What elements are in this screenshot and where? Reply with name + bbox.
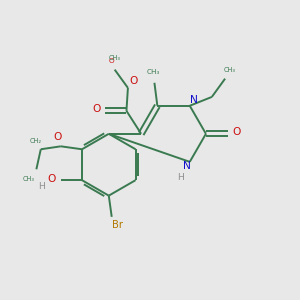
- Text: H: H: [38, 182, 45, 191]
- Text: O: O: [93, 104, 101, 114]
- Text: O: O: [232, 127, 241, 137]
- Text: N: N: [190, 95, 198, 106]
- Text: CH₃: CH₃: [224, 67, 236, 73]
- Text: Br: Br: [112, 220, 122, 230]
- Text: CH₂: CH₂: [29, 138, 41, 144]
- Text: H: H: [177, 173, 184, 182]
- Text: CH₃: CH₃: [146, 69, 160, 75]
- Text: O: O: [129, 76, 137, 86]
- Text: O: O: [47, 174, 56, 184]
- Text: N: N: [183, 161, 191, 171]
- Text: O: O: [53, 133, 61, 142]
- Text: CH₃: CH₃: [109, 56, 121, 62]
- Text: O: O: [109, 58, 115, 64]
- Text: CH₃: CH₃: [23, 176, 35, 182]
